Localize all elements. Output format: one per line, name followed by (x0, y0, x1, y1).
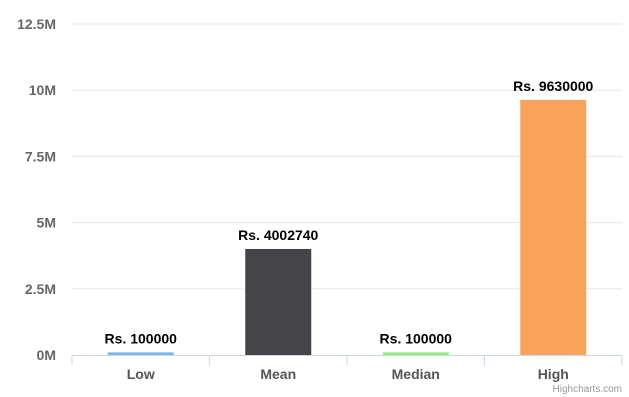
data-label-mean: Rs. 4002740 (238, 227, 318, 243)
bar-mean[interactable] (245, 249, 312, 355)
bar-low[interactable] (107, 352, 174, 355)
bars (107, 99, 587, 356)
y-tick-label: 10M (29, 82, 56, 98)
x-category-label: Mean (260, 366, 296, 382)
x-axis-category-labels: Low Mean Median High (127, 366, 569, 382)
y-tick-label: 12.5M (17, 16, 56, 32)
y-tick-label: 2.5M (25, 281, 56, 297)
data-label-low: Rs. 100000 (105, 330, 178, 346)
y-tick-label: 5M (37, 215, 56, 231)
y-tick-label: 7.5M (25, 148, 56, 164)
data-labels: Rs. 100000 Rs. 4002740 Rs. 100000 Rs. 96300… (105, 78, 594, 346)
data-label-high: Rs. 9630000 (513, 78, 593, 94)
x-category-label: High (538, 366, 569, 382)
credits-link[interactable]: Highcharts.com (553, 384, 622, 395)
data-label-median: Rs. 100000 (380, 330, 453, 346)
y-axis-tick-labels: 0M 2.5M 5M 7.5M 10M 12.5M (17, 16, 56, 363)
bar-median[interactable] (382, 352, 449, 355)
y-tick-label: 0M (37, 347, 56, 363)
bar-high[interactable] (520, 99, 587, 356)
x-category-label: Low (127, 366, 155, 382)
x-axis-ticks (71, 355, 623, 365)
x-category-label: Median (392, 366, 440, 382)
